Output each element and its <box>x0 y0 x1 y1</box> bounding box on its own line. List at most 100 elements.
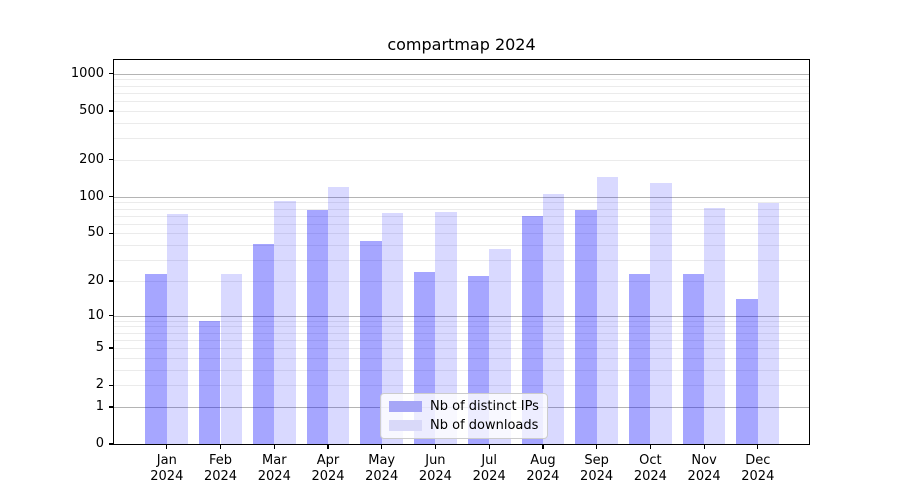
y-tick-mark <box>109 443 113 445</box>
y-tick-label-0: 0 <box>95 436 104 451</box>
x-tick-label-feb: Feb 2024 <box>203 453 238 484</box>
bar-nb-of-downloads-jan <box>166 214 189 444</box>
y-gridline-minor <box>114 339 809 341</box>
y-gridline-minor <box>114 320 809 322</box>
y-tick-mark <box>109 384 113 386</box>
x-tick-mark <box>757 445 759 449</box>
legend-label-distinct-ips: Nb of distinct IPs <box>430 399 539 414</box>
bar-nb-of-distinct-ips-jan <box>145 273 167 444</box>
y-gridline-minor <box>114 79 809 81</box>
bar-nb-of-distinct-ips-aug <box>521 215 543 444</box>
y-tick-label-50: 50 <box>87 225 104 241</box>
y-tick-mark <box>109 406 113 408</box>
y-gridline-minor <box>114 223 809 225</box>
x-tick-mark <box>219 445 222 449</box>
x-tick-label-dec: Dec 2024 <box>741 453 775 484</box>
x-tick-label-oct: Oct 2024 <box>633 453 667 484</box>
y-tick-label-5: 5 <box>95 340 104 355</box>
x-tick-label-apr: Apr 2024 <box>311 453 345 484</box>
bar-nb-of-downloads-sep <box>596 177 618 444</box>
x-tick-label-sep: Sep 2024 <box>580 453 614 484</box>
x-tick-mark <box>434 445 437 449</box>
bar-nb-of-distinct-ips-apr <box>306 209 328 444</box>
legend-row-distinct-ips: Nb of distinct IPs <box>389 399 539 414</box>
x-tick-label-may: May 2024 <box>365 453 399 484</box>
y-tick-label-500: 500 <box>79 102 104 118</box>
y-gridline-minor <box>114 280 809 282</box>
y-gridline-minor <box>114 208 809 210</box>
y-gridline-minor <box>114 202 809 204</box>
y-gridline-minor <box>114 348 809 349</box>
legend-swatch-downloads <box>389 420 422 431</box>
y-gridline-minor <box>114 332 809 334</box>
y-gridline-minor <box>114 326 809 328</box>
y-tick-mark <box>109 232 113 234</box>
y-gridline-major-1000 <box>114 73 809 75</box>
y-gridline-minor <box>114 92 809 94</box>
bar-nb-of-distinct-ips-mar <box>252 243 275 444</box>
y-tick-mark <box>109 110 113 112</box>
x-tick-label-jun: Jun 2024 <box>418 453 452 484</box>
y-gridline-minor <box>114 138 809 140</box>
y-gridline-minor <box>114 85 809 87</box>
y-gridline-minor <box>114 215 809 217</box>
bar-nb-of-downloads-feb <box>220 273 242 444</box>
y-gridline-minor <box>114 357 809 359</box>
y-gridline-minor <box>114 159 809 161</box>
x-tick-label-nov: Nov 2024 <box>687 453 721 484</box>
bar-nb-of-distinct-ips-oct <box>629 273 651 444</box>
bar-nb-of-downloads-apr <box>328 187 350 444</box>
y-tick-label-10: 10 <box>87 307 104 323</box>
y-tick-mark <box>109 314 113 317</box>
y-tick-label-200: 200 <box>79 151 104 167</box>
y-tick-label-1000: 1000 <box>70 65 104 81</box>
x-tick-label-jan: Jan 2024 <box>150 453 184 484</box>
legend: Nb of distinct IPs Nb of downloads <box>380 393 548 439</box>
y-tick-label-1: 1 <box>95 398 104 414</box>
x-tick-mark <box>381 445 383 449</box>
y-gridline-minor <box>114 260 809 261</box>
x-tick-mark <box>703 445 705 449</box>
x-tick-label-jul: Jul 2024 <box>472 453 506 484</box>
bar-nb-of-distinct-ips-nov <box>682 273 705 444</box>
x-tick-label-aug: Aug 2024 <box>526 453 560 484</box>
bar-nb-of-downloads-aug <box>542 194 565 444</box>
x-tick-mark <box>649 445 652 449</box>
y-tick-mark <box>109 159 113 161</box>
y-gridline-minor <box>114 101 809 103</box>
y-gridline-minor <box>114 369 809 371</box>
y-gridline-minor <box>114 245 809 246</box>
bar-nb-of-distinct-ips-feb <box>199 320 221 444</box>
x-tick-mark <box>166 445 168 449</box>
y-tick-mark <box>109 347 113 349</box>
x-tick-mark <box>488 445 490 449</box>
bar-nb-of-distinct-ips-sep <box>575 209 597 444</box>
bar-nb-of-downloads-oct <box>650 182 672 444</box>
x-tick-mark <box>596 445 598 449</box>
y-tick-label-2: 2 <box>95 377 104 393</box>
legend-label-downloads: Nb of downloads <box>430 418 539 433</box>
x-tick-label-mar: Mar 2024 <box>257 453 291 484</box>
plot-area-border <box>113 59 810 445</box>
legend-row-downloads: Nb of downloads <box>389 418 539 433</box>
y-gridline-minor <box>114 122 809 124</box>
y-gridline-major-10 <box>114 315 809 317</box>
bar-nb-of-downloads-jun <box>435 211 457 444</box>
bar-nb-of-downloads-may <box>381 213 404 444</box>
y-tick-mark <box>109 280 113 282</box>
y-tick-label-20: 20 <box>87 272 104 288</box>
bar-nb-of-distinct-ips-dec <box>736 298 758 444</box>
bar-nb-of-distinct-ips-may <box>360 241 382 444</box>
y-tick-mark <box>109 196 113 198</box>
y-tick-mark <box>109 73 113 75</box>
x-tick-mark <box>542 445 544 449</box>
y-tick-label-100: 100 <box>79 188 104 204</box>
legend-swatch-distinct-ips <box>389 401 422 412</box>
chart-title: compartmap 2024 <box>387 35 536 54</box>
y-gridline-minor <box>114 385 809 387</box>
y-gridline-minor <box>114 233 809 235</box>
y-gridline-minor <box>114 110 809 112</box>
bar-nb-of-downloads-mar <box>274 201 296 444</box>
x-tick-mark <box>327 445 329 449</box>
